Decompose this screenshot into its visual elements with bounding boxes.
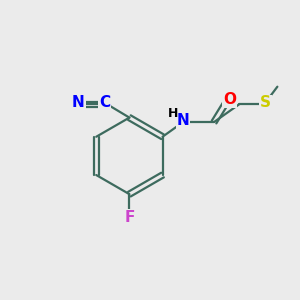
Text: N: N: [72, 95, 85, 110]
Text: N: N: [177, 113, 190, 128]
Text: C: C: [99, 95, 110, 110]
Text: O: O: [223, 92, 236, 107]
Text: H: H: [168, 107, 178, 120]
Text: S: S: [260, 95, 271, 110]
Text: F: F: [124, 210, 135, 225]
